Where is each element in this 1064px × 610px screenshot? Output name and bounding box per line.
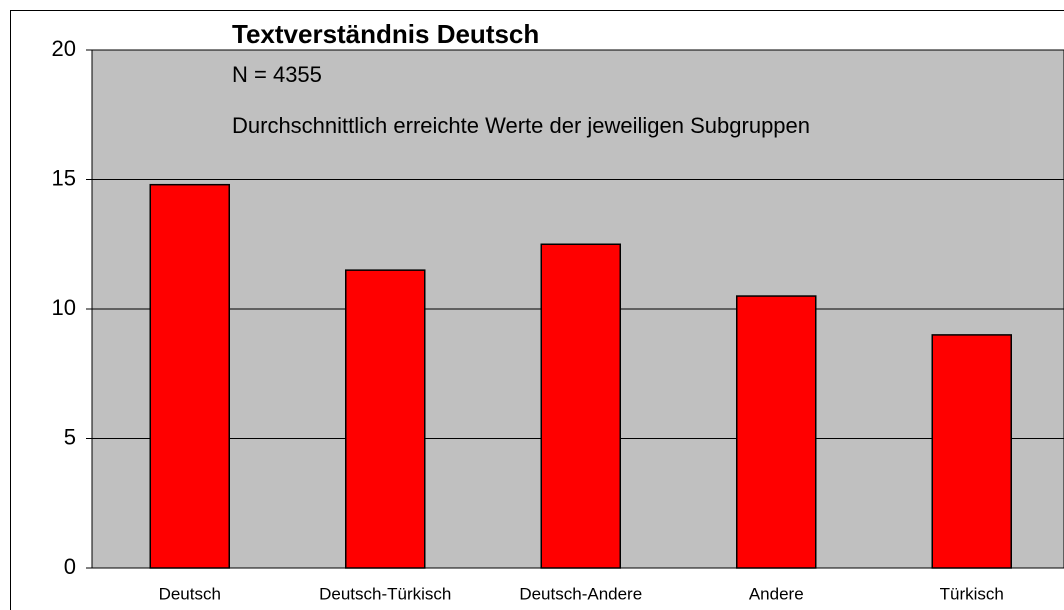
annotation: N = 4355 xyxy=(232,62,322,87)
x-tick-label: Deutsch-Türkisch xyxy=(319,584,451,603)
bar xyxy=(540,243,621,569)
y-tick-label: 0 xyxy=(64,554,76,579)
chart-frame xyxy=(10,10,1064,610)
x-tick-label: Deutsch-Andere xyxy=(519,584,642,603)
x-tick-label: Andere xyxy=(749,584,804,603)
annotation: Durchschnittlich erreichte Werte der jew… xyxy=(232,113,810,138)
chart-title: Textverständnis Deutsch xyxy=(232,19,539,49)
bar xyxy=(345,269,426,569)
bar xyxy=(736,295,817,569)
y-tick-label: 20 xyxy=(52,36,76,61)
y-tick-label: 5 xyxy=(64,424,76,449)
x-tick-label: Türkisch xyxy=(940,584,1004,603)
x-tick-label: Deutsch xyxy=(159,584,221,603)
y-tick-label: 15 xyxy=(52,165,76,190)
bar xyxy=(149,183,230,569)
y-tick-label: 10 xyxy=(52,295,76,320)
bar xyxy=(931,334,1012,569)
